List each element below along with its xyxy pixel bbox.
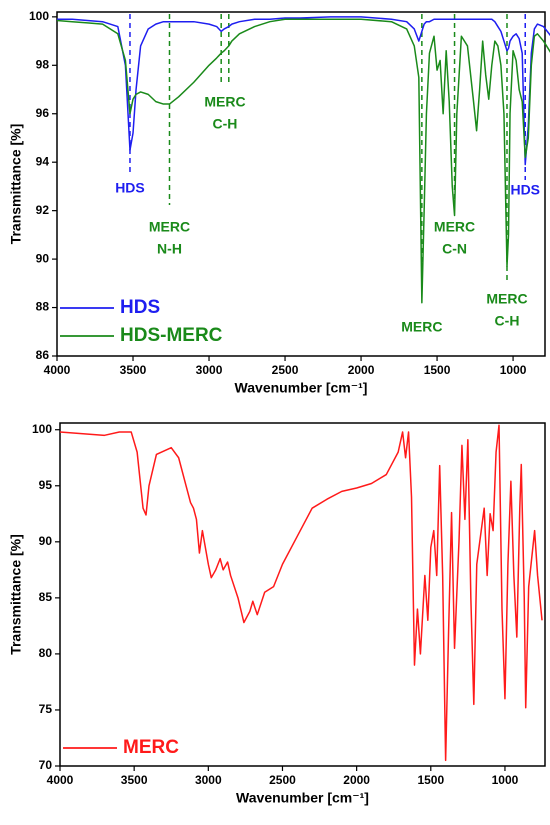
annotation-label: MERC bbox=[149, 219, 190, 235]
annotation-label: MERC bbox=[401, 319, 442, 335]
x-tick-label: 1500 bbox=[417, 773, 444, 787]
annotation-label: MERC bbox=[434, 219, 475, 235]
y-tick-label: 94 bbox=[36, 154, 50, 168]
legend-label: HDS-MERC bbox=[120, 325, 223, 346]
y-tick-label: 96 bbox=[36, 106, 50, 120]
x-tick-label: 2000 bbox=[343, 773, 370, 787]
x-tick-label: 4000 bbox=[47, 773, 74, 787]
annotation-label: N-H bbox=[157, 241, 182, 257]
annotation-label: C-N bbox=[442, 241, 467, 257]
x-axis-label: Wavenumber [cm⁻¹] bbox=[236, 790, 369, 806]
plot-frame bbox=[59, 422, 546, 767]
x-tick-label: 3500 bbox=[121, 773, 148, 787]
x-tick-label: 1000 bbox=[500, 363, 527, 377]
annotation-label: MERC bbox=[486, 291, 527, 307]
y-tick-label: 90 bbox=[39, 534, 53, 548]
x-tick-label: 4000 bbox=[44, 363, 71, 377]
y-tick-label: 70 bbox=[39, 758, 53, 772]
spectrum-line bbox=[59, 424, 543, 762]
y-tick-label: 86 bbox=[36, 348, 50, 362]
annotation-label: HDS bbox=[510, 182, 540, 198]
y-tick-label: 95 bbox=[39, 478, 53, 492]
x-tick-label: 3500 bbox=[120, 363, 147, 377]
y-tick-label: 90 bbox=[36, 251, 50, 265]
legend-label: HDS bbox=[120, 297, 160, 318]
legend-label: MERC bbox=[123, 737, 179, 758]
spectrum-line bbox=[57, 16, 550, 166]
x-axis-label: Wavenumber [cm⁻¹] bbox=[235, 380, 368, 396]
y-axis-label: Transmittance [%] bbox=[8, 124, 24, 245]
y-tick-label: 98 bbox=[36, 57, 50, 71]
annotation-label: HDS bbox=[115, 180, 145, 196]
x-tick-label: 1500 bbox=[424, 363, 451, 377]
x-tick-label: 2000 bbox=[348, 363, 375, 377]
x-tick-label: 2500 bbox=[272, 363, 299, 377]
x-tick-label: 3000 bbox=[196, 363, 223, 377]
x-tick-label: 1000 bbox=[492, 773, 519, 787]
annotation-label: MERC bbox=[204, 94, 245, 110]
y-tick-label: 100 bbox=[32, 422, 52, 436]
plot-frame bbox=[56, 11, 546, 357]
spectrum-line bbox=[56, 18, 550, 304]
x-tick-label: 2500 bbox=[269, 773, 296, 787]
x-tick-label: 3000 bbox=[195, 773, 222, 787]
y-tick-label: 80 bbox=[39, 646, 53, 660]
y-tick-label: 92 bbox=[36, 203, 50, 217]
y-tick-label: 88 bbox=[36, 300, 50, 314]
y-axis-label: Transmittance [%] bbox=[8, 534, 24, 655]
annotation-label: C-H bbox=[213, 116, 238, 132]
annotation-label: C-H bbox=[495, 313, 520, 329]
y-tick-label: 85 bbox=[39, 590, 53, 604]
y-tick-label: 100 bbox=[29, 9, 49, 23]
y-tick-label: 75 bbox=[39, 702, 53, 716]
